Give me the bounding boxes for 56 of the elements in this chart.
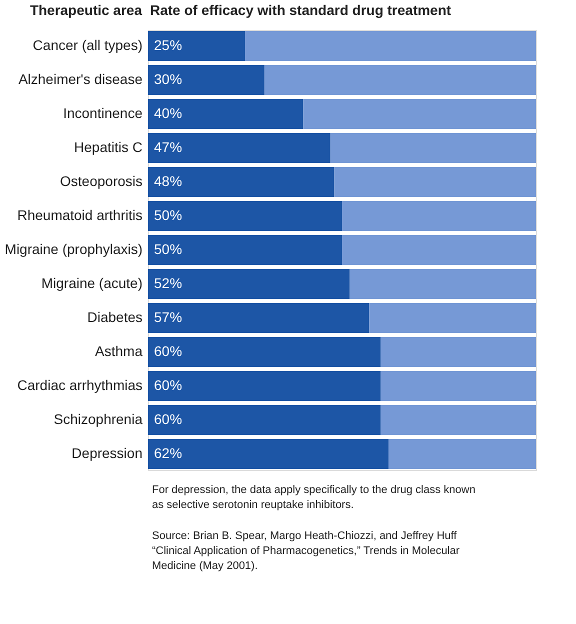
bar — [350, 269, 536, 299]
data-label: 60% — [154, 377, 182, 394]
bar — [369, 303, 536, 333]
data-label: 25% — [154, 36, 182, 53]
bar — [303, 99, 536, 129]
bar — [264, 65, 536, 95]
bar — [148, 439, 389, 469]
y-tick-label: Hepatitis C — [74, 138, 142, 155]
bar — [342, 235, 536, 265]
bar — [148, 99, 304, 129]
data-label: 52% — [154, 275, 182, 292]
y-tick-label: Incontinence — [63, 104, 143, 121]
bar — [148, 65, 264, 95]
data-label: 30% — [154, 70, 182, 87]
y-tick-label: Cardiac arrhythmias — [17, 377, 142, 394]
y-tick-label: Depression — [72, 445, 142, 462]
text: For depression, the data apply specifically to the drug class known as selective serotonin reuptake inhibitors. — [152, 484, 476, 511]
y-tick-label: Rheumatoid arthritis — [17, 206, 142, 223]
bar — [148, 303, 370, 333]
source-note: Source: Brian B. Spear, Margo Heath-Chiozzi, and Jeffrey Huff “Clinical Application of Pharmacogenetics,” Trends in Molecular Medicine (May 2001). — [152, 530, 460, 572]
y-tick-label: Diabetes — [87, 309, 142, 326]
bar — [148, 405, 381, 435]
bar — [380, 405, 536, 435]
y-tick-label: Alzheimer's disease — [18, 70, 143, 87]
bar — [330, 133, 536, 163]
bar — [148, 235, 342, 265]
bar — [148, 269, 350, 299]
data-label: 47% — [154, 138, 182, 155]
y-tick-label: Migraine (prophylaxis) — [4, 241, 142, 257]
data-label: 50% — [154, 206, 182, 223]
y-tick-label: Schizophrenia — [54, 411, 143, 428]
bar — [148, 371, 381, 401]
y-axis-title: Therapeutic area — [30, 2, 142, 18]
bar — [148, 31, 245, 61]
y-tick-label: Asthma — [95, 343, 143, 360]
data-label: 50% — [154, 241, 182, 257]
data-label: 60% — [154, 343, 182, 360]
data-label: 62% — [154, 445, 182, 462]
data-label: 40% — [154, 104, 182, 121]
data-label: 60% — [154, 411, 182, 428]
y-tick-label: Migraine (acute) — [41, 275, 142, 292]
bar — [148, 167, 334, 197]
data-label: 48% — [154, 172, 182, 189]
bar — [148, 201, 342, 231]
bar — [388, 439, 536, 469]
bar — [334, 167, 536, 197]
bar — [148, 337, 381, 367]
bar — [148, 133, 330, 163]
chart-title: Rate of efficacy with standard drug treatment — [150, 2, 452, 18]
y-tick-label: Cancer (all types) — [32, 36, 142, 53]
data-label: 57% — [154, 309, 182, 326]
bar — [342, 201, 536, 231]
y-tick-label: Osteoporosis — [60, 172, 142, 189]
bar — [380, 337, 536, 367]
bar — [380, 371, 536, 401]
bar — [245, 31, 536, 61]
